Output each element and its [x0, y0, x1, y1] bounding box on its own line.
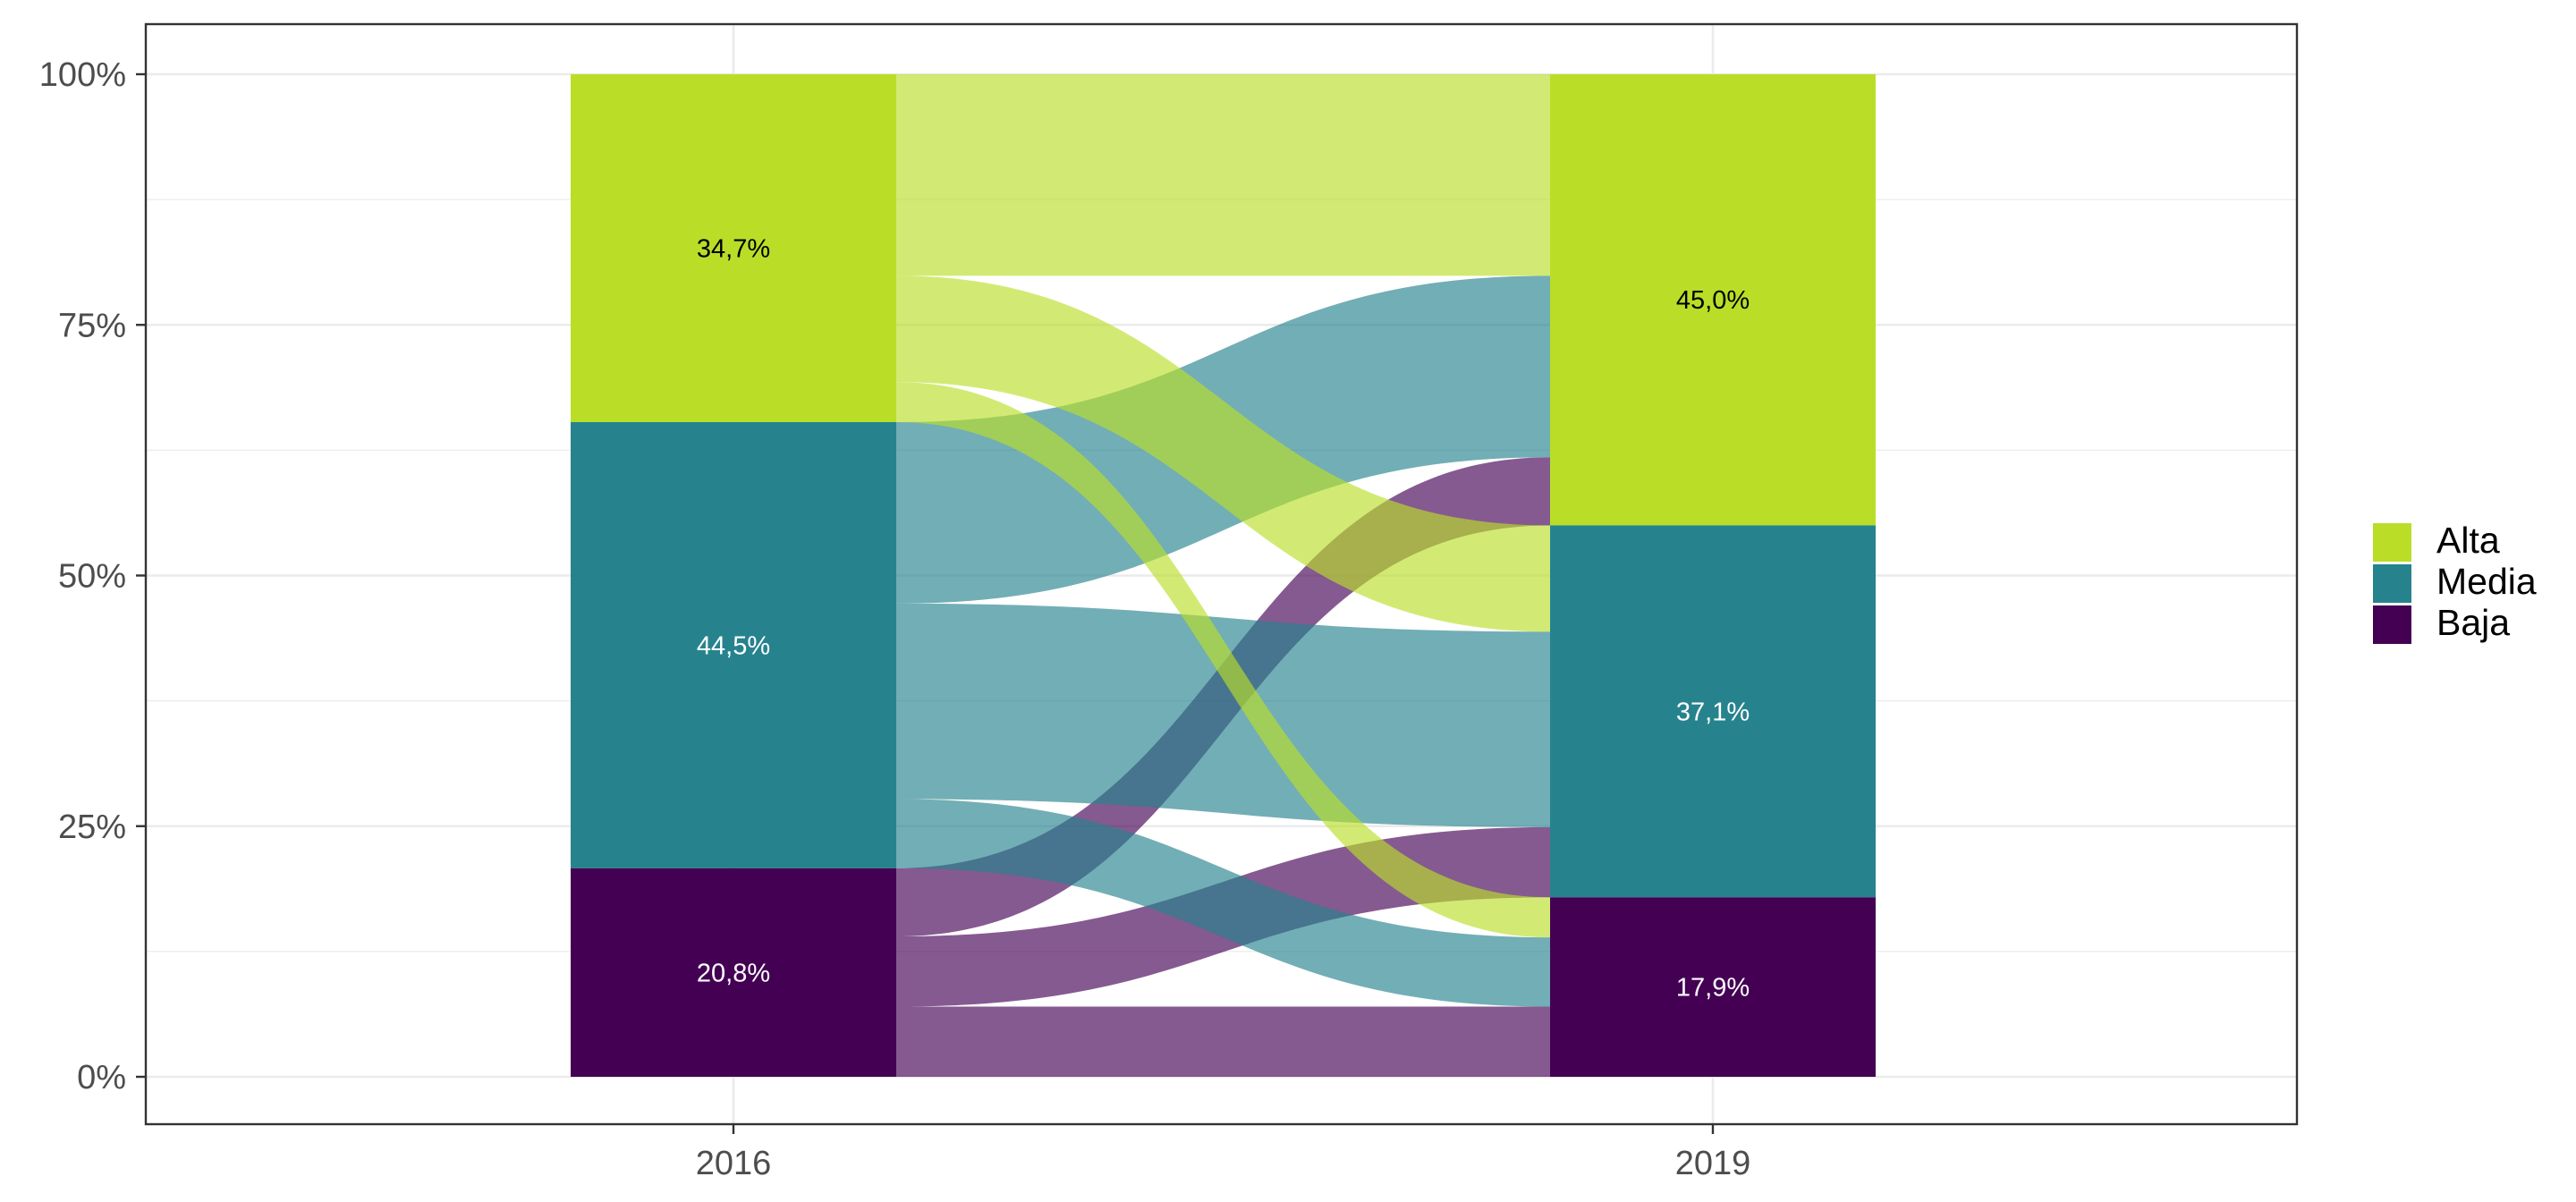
legend-key-alta [2373, 523, 2411, 562]
bar-value-label: 17,9% [1676, 974, 1750, 1003]
flow-baja-to-baja [896, 1006, 1550, 1077]
flow-media-to-media [896, 603, 1550, 827]
flow-alta-to-media [896, 275, 1550, 632]
stacked-bars [571, 74, 1876, 1077]
legend-label-baja: Baja [2436, 602, 2510, 643]
bar-value-label: 20,8% [697, 959, 770, 987]
bar-2016-alta [571, 74, 896, 422]
bar-value-label: 45,0% [1676, 286, 1750, 315]
legend-label-media: Media [2436, 561, 2537, 602]
flows [896, 74, 1550, 1077]
bar-value-label: 44,5% [697, 631, 770, 660]
y-tick-label: 100% [39, 56, 126, 94]
legend-key-baja [2373, 605, 2411, 644]
flow-alta-to-baja [896, 382, 1550, 938]
bar-value-label: 37,1% [1676, 698, 1750, 726]
bar-2019-alta [1550, 74, 1876, 526]
y-tick-label: 75% [58, 307, 126, 344]
flow-alta-to-alta [896, 74, 1550, 276]
y-tick-label: 25% [58, 808, 126, 846]
bar-2016-media [571, 421, 896, 868]
flow-media-to-baja [896, 799, 1550, 1007]
bar-2019-baja [1550, 897, 1876, 1077]
legend-label-alta: Alta [2436, 520, 2500, 561]
y-tick-label: 50% [58, 558, 126, 596]
legend-key-media [2373, 564, 2411, 603]
y-tick-label: 0% [77, 1059, 126, 1096]
bar-2016-baja [571, 868, 896, 1077]
bar-2019-media [1550, 525, 1876, 898]
bar-labels: 34,7% 44,5% 20,8% 45,0% 37,1% 17,9% [697, 234, 1750, 1002]
y-axis: 0% 25% 50% 75% 100% [39, 56, 146, 1096]
x-tick-label: 2019 [1675, 1145, 1751, 1182]
plot-panel-border [144, 22, 2299, 1126]
x-axis: 2016 2019 [696, 1124, 1751, 1182]
bar-value-label: 34,7% [697, 234, 770, 263]
x-tick-label: 2016 [696, 1145, 772, 1182]
